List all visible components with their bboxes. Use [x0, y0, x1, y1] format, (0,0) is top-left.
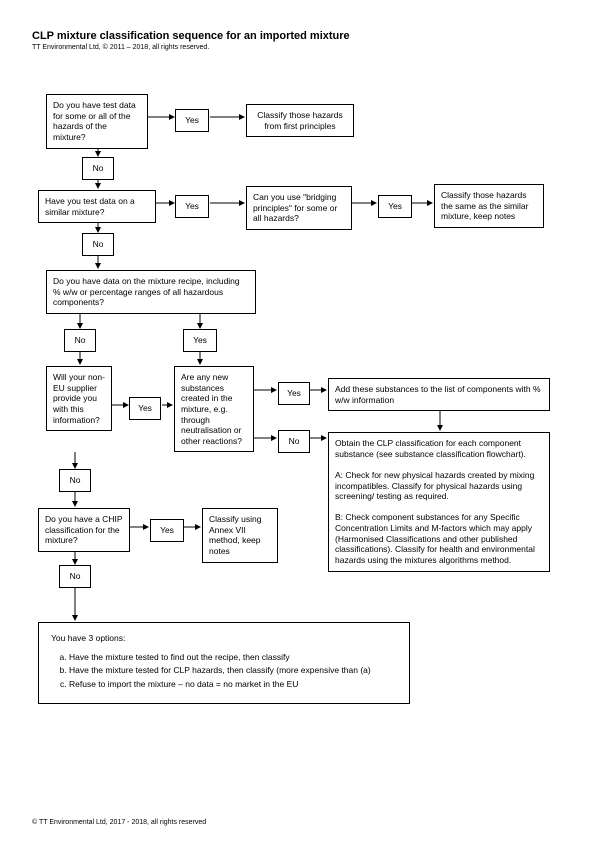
node-final: You have 3 options: Have the mixture tes…	[38, 622, 410, 704]
node-q2b: Can you use "bridging principles" for so…	[246, 186, 352, 230]
label-yes-4: Yes	[183, 329, 217, 352]
node-q5: Are any new substances created in the mi…	[174, 366, 254, 452]
node-q2: Have you test data on a similar mixture?	[38, 190, 156, 223]
node-q1: Do you have test data for some or all of…	[46, 94, 148, 149]
node-a2: Classify those hazards the same as the s…	[434, 184, 544, 228]
label-yes-2: Yes	[175, 195, 209, 218]
node-a5: Add these substances to the list of comp…	[328, 378, 550, 411]
node-q6: Do you have a CHIP classification for th…	[38, 508, 130, 552]
node-q3: Do you have data on the mixture recipe, …	[46, 270, 256, 314]
node-a1: Classify those hazards from first princi…	[246, 104, 354, 137]
page-footer: © TT Environmental Ltd, 2017 - 2018, all…	[32, 819, 206, 826]
label-no-5: No	[59, 565, 91, 588]
node-q4: Will your non-EU supplier provide you wi…	[46, 366, 112, 431]
final-option-c: Refuse to import the mixture – no data =…	[69, 679, 397, 690]
final-heading: You have 3 options:	[51, 633, 397, 644]
label-yes-6: Yes	[278, 382, 310, 405]
node-a7: Classify using Annex VII method, keep no…	[202, 508, 278, 563]
label-yes-1: Yes	[175, 109, 209, 132]
label-yes-3: Yes	[378, 195, 412, 218]
node-a6: Obtain the CLP classification for each c…	[328, 432, 550, 572]
label-yes-5: Yes	[129, 397, 161, 420]
label-no-1: No	[82, 157, 114, 180]
label-yes-7: Yes	[150, 519, 184, 542]
label-no-3: No	[64, 329, 96, 352]
flowchart-canvas: Do you have test data for some or all of…	[0, 0, 600, 848]
label-no-5b: No	[278, 430, 310, 453]
label-no-4: No	[59, 469, 91, 492]
label-no-2: No	[82, 233, 114, 256]
final-option-b: Have the mixture tested for CLP hazards,…	[69, 665, 397, 676]
final-option-a: Have the mixture tested to find out the …	[69, 652, 397, 663]
